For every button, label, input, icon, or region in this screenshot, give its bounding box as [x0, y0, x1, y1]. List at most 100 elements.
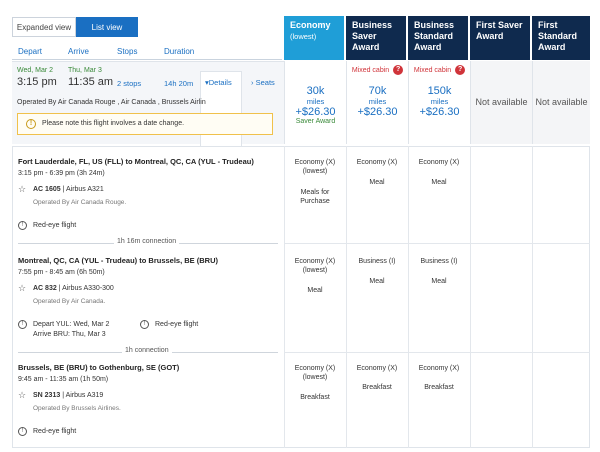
header-divider — [12, 59, 282, 60]
fare-header-business-standard: Business Standard Award — [408, 16, 468, 60]
arrive-date-note: Arrive BRU: Thu, Mar 3 — [33, 331, 106, 338]
cabin-class: Economy (X) — [356, 365, 398, 372]
red-eye-note: Red-eye flight — [33, 222, 77, 229]
expanded-view-button[interactable]: Expanded view — [12, 17, 76, 37]
not-available-label: Not available — [535, 97, 588, 107]
column-divider — [470, 146, 471, 448]
fare-title: Business Standard Award — [414, 20, 455, 52]
operated-by: Operated By Air Canada Rouge , Air Canad… — [17, 99, 206, 106]
star-icon[interactable]: ☆ — [18, 184, 27, 194]
question-icon[interactable]: ? — [393, 65, 404, 75]
question-icon[interactable]: ? — [455, 65, 466, 75]
not-available-label: Not available — [475, 97, 528, 107]
miles-value: 30k — [306, 85, 325, 97]
fare-subtitle: (lowest) — [290, 32, 317, 41]
meal-info: Meal — [431, 278, 447, 285]
segment-route: Brussels, BE (BRU) to Gothenburg, SE (GO… — [18, 363, 180, 372]
operated-by: Operated By Air Canada Rouge. — [33, 199, 127, 206]
segment-time: 3:15 pm - 6:39 pm (3h 24m) — [18, 170, 105, 177]
info-icon: ! — [18, 221, 27, 230]
tax-price: +$26.30 — [419, 106, 460, 118]
column-divider — [346, 146, 347, 448]
cabin-class: Economy (X) (lowest) — [294, 159, 336, 175]
flight-details-panel — [12, 146, 590, 448]
flight-number: AC 832 | Airbus A330-300 — [33, 285, 114, 292]
segment-separator — [284, 352, 590, 353]
fare-title: Business Saver Award — [352, 20, 393, 52]
sort-arrive[interactable]: Arrive — [68, 47, 89, 56]
flight-number: SN 2313 | Airbus A319 — [33, 392, 104, 399]
price-cell-economy[interactable]: 30k miles +$26.30 Saver Award — [284, 61, 346, 144]
miles-label: miles — [430, 97, 449, 106]
cabin-class: Business (I) — [420, 258, 458, 265]
meal-info: Breakfast — [300, 394, 330, 401]
date-change-notice: ! Please note this flight involves a dat… — [17, 113, 273, 135]
flight-number: AC 1605 | Airbus A321 — [33, 186, 104, 193]
seats-label: Seats — [255, 78, 275, 87]
fare-title: Economy — [290, 20, 331, 30]
meal-info: Meal — [369, 278, 385, 285]
meal-info: Meal — [369, 179, 385, 186]
mixed-cabin-label: Mixed cabin? — [409, 65, 470, 75]
tax-price: +$26.30 — [357, 106, 398, 118]
warning-icon: ! — [26, 119, 36, 129]
price-cell-first-saver: Not available — [470, 61, 532, 144]
column-divider — [284, 146, 285, 448]
depart-time: 3:15 pm — [17, 76, 57, 88]
cabin-class: Economy (X) — [418, 365, 460, 372]
cabin-class: Economy (X) (lowest) — [294, 258, 336, 274]
segment-time: 9:45 am - 11:35 am (1h 50m) — [18, 376, 109, 383]
fare-header-business-saver: Business Saver Award — [346, 16, 406, 60]
seats-link[interactable]: › Seats — [251, 78, 275, 87]
list-view-button[interactable]: List view — [76, 17, 138, 37]
price-cell-business-saver[interactable]: Mixed cabin? 70k miles +$26.30 — [346, 61, 408, 144]
notice-text: Please note this flight involves a date … — [42, 120, 185, 127]
red-eye-note: Red-eye flight — [33, 428, 77, 435]
meal-info: Breakfast — [424, 384, 454, 391]
connection-label: 1h connection — [122, 347, 172, 354]
miles-label: miles — [306, 97, 325, 106]
cabin-class: Business (I) — [358, 258, 396, 265]
duration: 14h 20m — [164, 79, 194, 88]
operated-by: Operated By Brussels Airlines. — [33, 405, 121, 412]
chevron-right-icon: › — [251, 78, 254, 87]
star-icon[interactable]: ☆ — [18, 390, 27, 400]
segment-route: Fort Lauderdale, FL, US (FLL) to Montrea… — [18, 157, 254, 166]
info-icon: ! — [18, 427, 27, 436]
fare-header-first-saver: First Saver Award — [470, 16, 530, 60]
stops-link[interactable]: 2 stops — [117, 79, 142, 88]
star-icon[interactable]: ☆ — [18, 283, 27, 293]
details-toggle[interactable]: ▾Details — [205, 78, 232, 87]
info-icon: ! — [18, 320, 27, 329]
depart-date-note: Depart YUL: Wed, Mar 2 — [33, 321, 110, 328]
miles-value: 150k — [427, 85, 452, 97]
fare-header-first-standard: First Standard Award — [532, 16, 590, 60]
meal-info: Meal — [307, 287, 323, 294]
meal-info: Meal — [431, 179, 447, 186]
column-divider — [532, 146, 533, 448]
sort-duration[interactable]: Duration — [164, 47, 195, 56]
info-icon: ! — [140, 320, 149, 329]
meal-info: Breakfast — [362, 384, 392, 391]
price-cell-business-standard[interactable]: Mixed cabin? 150k miles +$26.30 — [408, 61, 470, 144]
segment-route: Montreal, QC, CA (YUL - Trudeau) to Brus… — [18, 256, 219, 265]
caret-down-icon: ▾ — [205, 78, 209, 87]
arrive-time: 11:35 am — [68, 76, 114, 88]
connection-label: 1h 16m connection — [114, 238, 180, 245]
meal-info: Meals for Purchase — [300, 189, 330, 205]
red-eye-note: Red-eye flight — [155, 321, 199, 328]
sort-depart[interactable]: Depart — [18, 47, 43, 56]
saver-award-label: Saver Award — [295, 118, 336, 125]
cabin-class: Economy (X) — [356, 159, 398, 166]
column-divider — [408, 146, 409, 448]
mixed-cabin-label: Mixed cabin? — [347, 65, 408, 75]
sort-stops[interactable]: Stops — [117, 47, 138, 56]
arrive-date: Thu, Mar 3 — [68, 67, 102, 74]
tax-price: +$26.30 — [295, 106, 336, 118]
segment-separator — [284, 243, 590, 244]
details-label: Details — [208, 78, 232, 87]
segment-time: 7:55 pm - 8:45 am (6h 50m) — [18, 269, 105, 276]
price-cell-first-standard: Not available — [532, 61, 590, 144]
operated-by: Operated By Air Canada. — [33, 298, 106, 305]
fare-title: First Saver Award — [476, 20, 523, 41]
